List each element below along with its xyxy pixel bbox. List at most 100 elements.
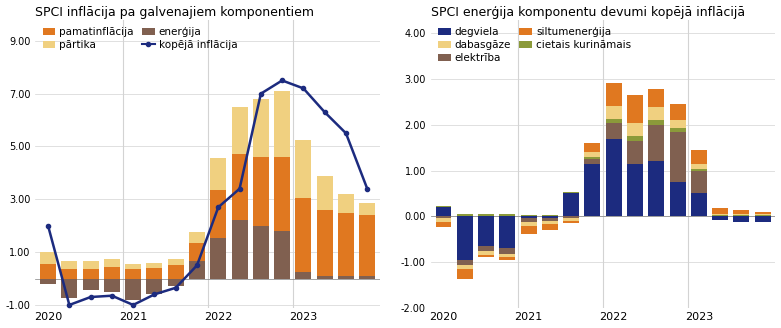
Bar (232, 220, 248, 278)
Bar (521, 215, 537, 216)
Bar (627, 123, 643, 136)
Bar (584, 159, 601, 164)
Bar (40, 278, 56, 284)
Bar (104, 259, 119, 267)
Bar (359, 276, 375, 278)
Bar (295, 272, 312, 278)
Bar (584, 164, 601, 216)
Bar (712, 216, 728, 220)
Bar (274, 91, 290, 157)
Bar (563, 193, 580, 216)
Bar (627, 95, 643, 123)
Bar (436, 207, 451, 216)
Bar (274, 157, 290, 231)
Bar (295, 140, 312, 198)
Bar (733, 215, 750, 216)
Bar (542, 218, 558, 221)
Bar (457, 259, 473, 265)
Bar (669, 128, 686, 132)
Bar (542, 224, 558, 230)
Bar (754, 212, 771, 214)
Bar (125, 269, 141, 278)
Bar (669, 104, 686, 120)
Legend: pamatinflācija, pārtika, enerģija, kopējā inflācija: pamatinflācija, pārtika, enerģija, kopēj… (41, 25, 240, 52)
Bar (338, 213, 354, 276)
Bar (232, 107, 248, 154)
Bar (478, 246, 494, 251)
Bar (478, 255, 494, 257)
Bar (253, 226, 269, 278)
Bar (125, 264, 141, 269)
Bar (499, 254, 515, 257)
Bar (62, 278, 77, 298)
Bar (521, 222, 537, 226)
Bar (606, 119, 622, 123)
Bar (83, 269, 98, 278)
Bar (521, 216, 537, 218)
Bar (669, 120, 686, 128)
Bar (606, 83, 622, 106)
Bar (627, 136, 643, 141)
Bar (478, 214, 494, 216)
Bar (457, 269, 473, 279)
Bar (499, 215, 515, 216)
Bar (648, 125, 665, 161)
Bar (733, 210, 750, 214)
Bar (210, 237, 226, 278)
Bar (521, 218, 537, 222)
Bar (436, 216, 451, 218)
Bar (521, 226, 537, 234)
Legend: degviela, dabasgāze, elektrība, siltumenerģija, cietais kurināmais: degviela, dabasgāze, elektrība, siltumen… (436, 25, 633, 65)
Bar (691, 171, 707, 193)
Bar (691, 151, 707, 164)
Bar (125, 278, 141, 300)
Bar (104, 267, 119, 278)
Bar (232, 154, 248, 220)
Bar (317, 276, 333, 278)
Text: SPCI inflācija pa galvenajiem komponentiem: SPCI inflācija pa galvenajiem komponenti… (35, 6, 314, 19)
Bar (627, 141, 643, 164)
Bar (189, 261, 205, 278)
Bar (648, 120, 665, 125)
Bar (733, 216, 750, 222)
Bar (754, 215, 771, 216)
Bar (584, 143, 601, 152)
Bar (210, 158, 226, 190)
Bar (542, 221, 558, 224)
Bar (606, 123, 622, 138)
Bar (359, 203, 375, 215)
Bar (189, 243, 205, 261)
Bar (478, 216, 494, 246)
Bar (168, 259, 184, 265)
Bar (648, 108, 665, 120)
Bar (691, 169, 707, 171)
Bar (499, 248, 515, 254)
Bar (669, 132, 686, 182)
Bar (104, 278, 119, 292)
Bar (669, 182, 686, 216)
Bar (253, 157, 269, 226)
Bar (733, 214, 750, 215)
Bar (691, 193, 707, 216)
Bar (712, 214, 728, 215)
Bar (40, 264, 56, 278)
Bar (338, 194, 354, 213)
Bar (147, 268, 162, 278)
Bar (359, 215, 375, 276)
Bar (295, 198, 312, 272)
Bar (606, 138, 622, 216)
Bar (189, 232, 205, 243)
Bar (584, 157, 601, 159)
Bar (457, 216, 473, 259)
Bar (253, 99, 269, 157)
Bar (754, 214, 771, 215)
Bar (542, 215, 558, 216)
Bar (83, 261, 98, 269)
Bar (648, 161, 665, 216)
Bar (606, 106, 622, 119)
Bar (62, 261, 77, 269)
Bar (436, 218, 451, 222)
Bar (563, 216, 580, 218)
Bar (478, 251, 494, 255)
Bar (584, 152, 601, 157)
